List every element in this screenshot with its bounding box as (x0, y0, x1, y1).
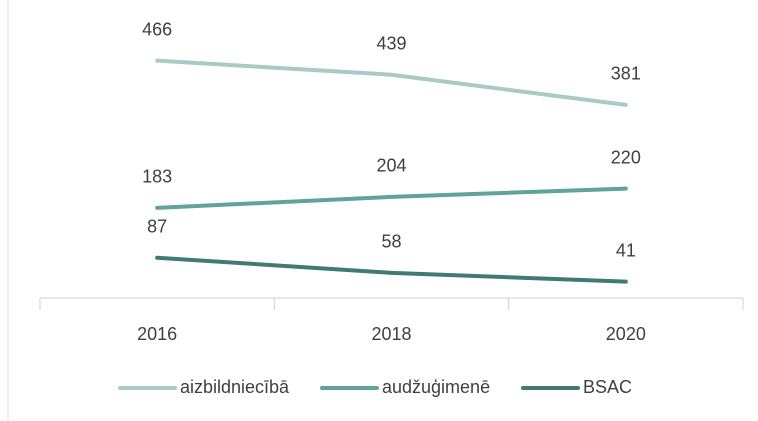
data-label: 381 (611, 64, 641, 84)
data-label: 41 (616, 240, 636, 260)
series-line (155, 186, 628, 210)
data-label: 220 (611, 147, 641, 167)
x-tick-label: 2020 (606, 324, 646, 344)
series-line (155, 58, 628, 107)
data-label: 183 (142, 167, 172, 187)
legend-label: audžuģimenē (382, 377, 490, 397)
data-label: 439 (376, 33, 406, 53)
legend-label: aizbildniecībā (180, 377, 290, 397)
legend-label: BSAC (583, 377, 632, 397)
data-label: 58 (381, 232, 401, 252)
x-tick-label: 2016 (137, 324, 177, 344)
data-label: 204 (376, 156, 406, 176)
data-label: 466 (142, 19, 172, 39)
data-label: 87 (147, 217, 167, 237)
series-line (155, 255, 628, 284)
x-tick-label: 2018 (371, 324, 411, 344)
